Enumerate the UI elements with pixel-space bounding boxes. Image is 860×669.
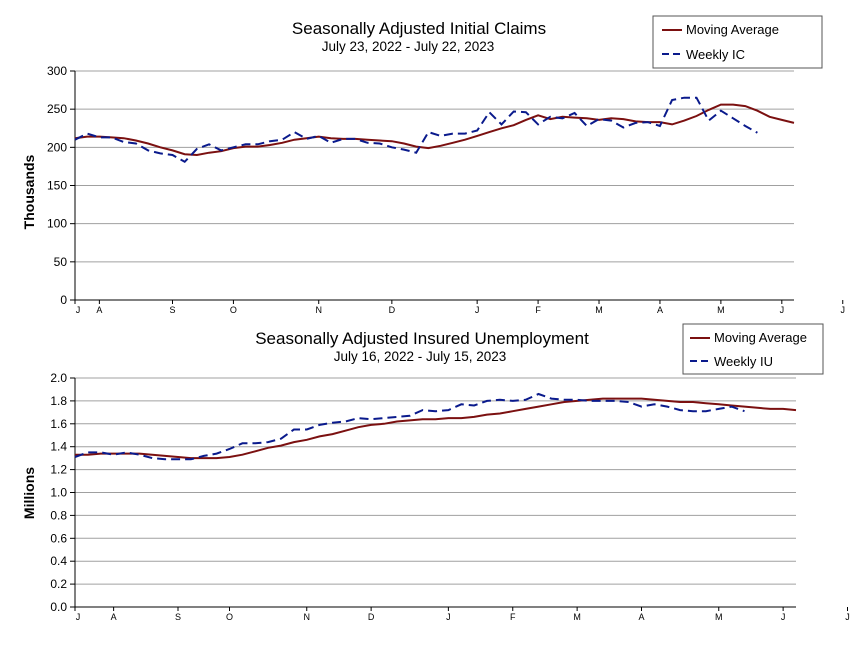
legend-label-moving-average: Moving Average xyxy=(714,330,807,345)
x-tick-label: A xyxy=(111,612,117,622)
y-tick-label: 0.8 xyxy=(50,508,67,522)
chart-title: Seasonally Adjusted Initial Claims xyxy=(292,19,546,38)
legend: Moving Average Weekly IU xyxy=(682,323,824,375)
axes xyxy=(70,377,848,611)
y-tick-label: 1.0 xyxy=(50,486,67,500)
x-tick-label: M xyxy=(715,612,723,622)
series-line-moving-average xyxy=(75,397,797,460)
chart-title: Seasonally Adjusted Insured Unemployment xyxy=(255,329,589,348)
y-axis-label: Millions xyxy=(21,467,37,519)
x-tick-label: O xyxy=(230,305,237,315)
x-tick-label: J xyxy=(780,305,785,315)
y-tick-label: 0.6 xyxy=(50,531,67,545)
x-tick-label: M xyxy=(573,612,581,622)
y-tick-label: 0.4 xyxy=(50,554,67,568)
x-tick-label: M xyxy=(717,305,725,315)
x-tick-label: A xyxy=(638,612,644,622)
x-tick-label: F xyxy=(535,305,541,315)
y-tick-label: 0 xyxy=(60,293,67,307)
y-axis-label: Thousands xyxy=(21,154,37,229)
y-tick-label: 200 xyxy=(47,140,67,154)
x-tick-label: J xyxy=(76,612,81,622)
y-tick-label: 1.6 xyxy=(50,417,67,431)
insured-unemployment-chart: Seasonally Adjusted Insured Unemployment… xyxy=(21,323,850,622)
y-tick-label: 100 xyxy=(47,217,67,231)
legend: Moving Average Weekly IC xyxy=(652,15,823,69)
y-tick-label: 0.0 xyxy=(50,600,67,614)
y-tick-label: 150 xyxy=(47,179,67,193)
x-tick-label: A xyxy=(657,305,663,315)
x-tick-label: D xyxy=(389,305,396,315)
x-tick-label: J xyxy=(475,305,480,315)
x-tick-label: S xyxy=(175,612,181,622)
legend-label-moving-average: Moving Average xyxy=(686,22,779,37)
chart-subtitle: July 23, 2022 - July 22, 2023 xyxy=(322,39,495,54)
y-tick-label: 50 xyxy=(54,255,68,269)
y-tick-labels: 0 50 100 150 200 250 300 xyxy=(47,64,67,307)
series-line-weekly-ic xyxy=(74,96,758,164)
x-tick-label: O xyxy=(226,612,233,622)
legend-box xyxy=(682,323,824,375)
x-tick-label: N xyxy=(304,612,311,622)
x-tick-label: J xyxy=(446,612,451,622)
initial-claims-chart: Seasonally Adjusted Initial Claims July … xyxy=(21,15,845,315)
x-tick-label: J xyxy=(76,305,81,315)
y-tick-label: 0.2 xyxy=(50,577,67,591)
y-tick-label: 1.8 xyxy=(50,394,67,408)
legend-label-weekly-ic: Weekly IC xyxy=(686,47,745,62)
x-tick-label: D xyxy=(368,612,375,622)
y-tick-label: 1.4 xyxy=(50,440,67,454)
y-tick-labels: 0.0 0.2 0.4 0.6 0.8 1.0 1.2 1.4 1.6 1.8 2.0 xyxy=(50,371,67,614)
x-tick-label: J xyxy=(781,612,786,622)
gridlines xyxy=(75,70,794,263)
x-tick-label: J xyxy=(840,305,845,315)
gridlines xyxy=(75,377,796,585)
y-tick-label: 2.0 xyxy=(50,371,67,385)
y-tick-label: 250 xyxy=(47,102,67,116)
legend-label-weekly-iu: Weekly IU xyxy=(714,354,773,369)
y-tick-label: 300 xyxy=(47,64,67,78)
y-tick-label: 1.2 xyxy=(50,463,67,477)
x-tick-label: N xyxy=(315,305,322,315)
x-tick-label: J xyxy=(845,612,850,622)
chart-subtitle: July 16, 2022 - July 15, 2023 xyxy=(334,349,507,364)
x-tick-label: A xyxy=(96,305,102,315)
series-line-moving-average xyxy=(74,103,795,157)
x-tick-label: M xyxy=(595,305,603,315)
x-tick-label: S xyxy=(169,305,175,315)
series-line-weekly-iu xyxy=(74,392,745,461)
x-tick-label: F xyxy=(510,612,516,622)
axes xyxy=(70,70,844,304)
legend-box xyxy=(652,15,823,69)
